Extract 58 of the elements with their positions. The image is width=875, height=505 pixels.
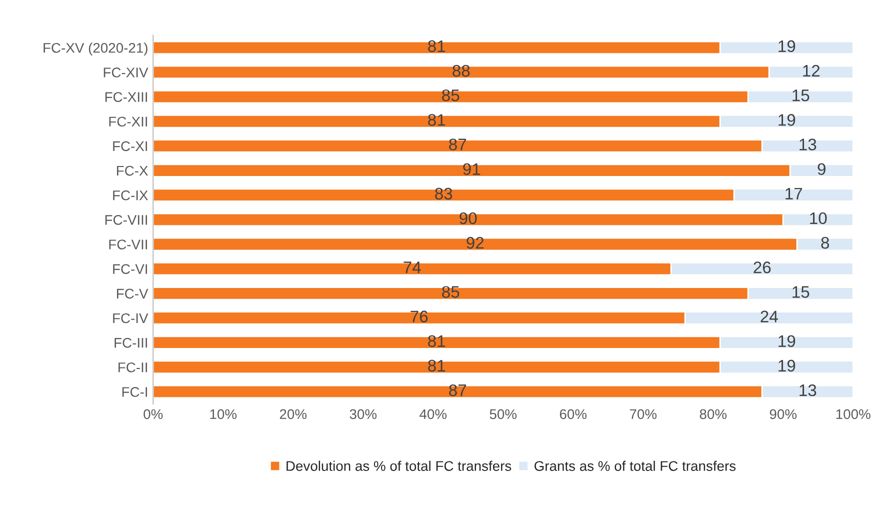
x-tick-label: 70%: [630, 409, 657, 420]
x-tick-label: 90%: [770, 409, 797, 420]
x-tick-label: 10%: [210, 409, 237, 420]
data-label: 9: [818, 163, 826, 175]
x-tick-label: 20%: [280, 409, 307, 420]
data-label: 91: [463, 163, 480, 175]
data-label: 81: [428, 114, 446, 126]
y-tick-label: FC-XI: [113, 141, 147, 152]
data-label: 19: [778, 40, 796, 52]
data-label: 87: [449, 138, 466, 150]
legend-label: Grants as % of total FC transfers: [534, 460, 736, 471]
data-label: 13: [800, 138, 816, 150]
y-tick-label: FC-X: [117, 166, 148, 176]
y-tick-label: FC-IX: [113, 190, 148, 200]
x-tick-label: 40%: [420, 409, 447, 420]
y-tick-label: FC-VIII: [105, 215, 147, 225]
x-tick-label: 0%: [144, 409, 163, 420]
legend-label: Devolution as % of total FC transfers: [286, 460, 512, 471]
x-tick-label: 100%: [836, 409, 870, 420]
y-tick-label: FC-VII: [109, 240, 147, 250]
data-label: 90: [460, 212, 477, 224]
data-label: 8: [821, 236, 830, 249]
x-tick-label: 60%: [560, 409, 587, 420]
x-tick-label: 80%: [700, 409, 727, 420]
data-label: 26: [754, 262, 771, 274]
data-label: 85: [442, 89, 460, 102]
x-tick-label: 50%: [490, 409, 517, 420]
y-tick-label: FC-II: [118, 362, 147, 372]
data-label: 10: [810, 212, 827, 224]
y-tick-label: FC-VI: [113, 264, 147, 274]
data-label: 83: [435, 188, 452, 200]
data-label: 13: [800, 384, 816, 396]
data-label: 92: [466, 236, 484, 249]
y-tick-label: FC-XIII: [105, 92, 147, 102]
data-label: 81: [428, 335, 446, 348]
y-tick-label: FC-XIV: [104, 68, 148, 78]
data-label: 85: [442, 286, 460, 298]
data-label: 19: [778, 360, 796, 372]
data-label: 15: [792, 90, 810, 102]
y-tick-label: FC-V: [117, 288, 148, 299]
y-tick-label: FC-I: [122, 387, 147, 397]
data-label: 81: [428, 360, 446, 372]
data-label: 24: [760, 310, 778, 322]
data-label: 88: [452, 64, 470, 77]
data-label: 19: [778, 114, 796, 126]
data-label: 81: [428, 40, 446, 52]
data-label: 19: [778, 335, 796, 348]
data-label: 15: [792, 286, 810, 298]
y-tick-label: FC-IV: [113, 313, 148, 324]
y-tick-label: FC-XV (2020-21): [44, 42, 148, 56]
data-label: 17: [786, 188, 802, 200]
y-tick-label: FC-III: [114, 338, 147, 348]
data-label: 12: [803, 64, 820, 77]
data-label: 74: [404, 262, 421, 274]
data-label: 87: [449, 384, 466, 396]
y-tick-label: FC-XII: [109, 116, 147, 127]
data-label: 76: [410, 310, 428, 322]
x-tick-label: 30%: [350, 409, 377, 420]
